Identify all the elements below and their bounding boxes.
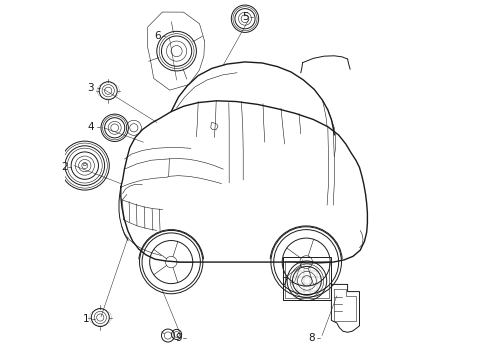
Text: 8: 8 [309, 333, 315, 343]
Text: 2: 2 [61, 162, 68, 172]
Text: 1: 1 [83, 314, 89, 324]
Text: 6: 6 [154, 31, 161, 41]
Text: 7: 7 [281, 276, 288, 287]
Text: 4: 4 [88, 122, 94, 132]
Text: 3: 3 [88, 83, 94, 93]
Text: 5: 5 [243, 12, 249, 22]
Text: 9: 9 [175, 333, 182, 343]
